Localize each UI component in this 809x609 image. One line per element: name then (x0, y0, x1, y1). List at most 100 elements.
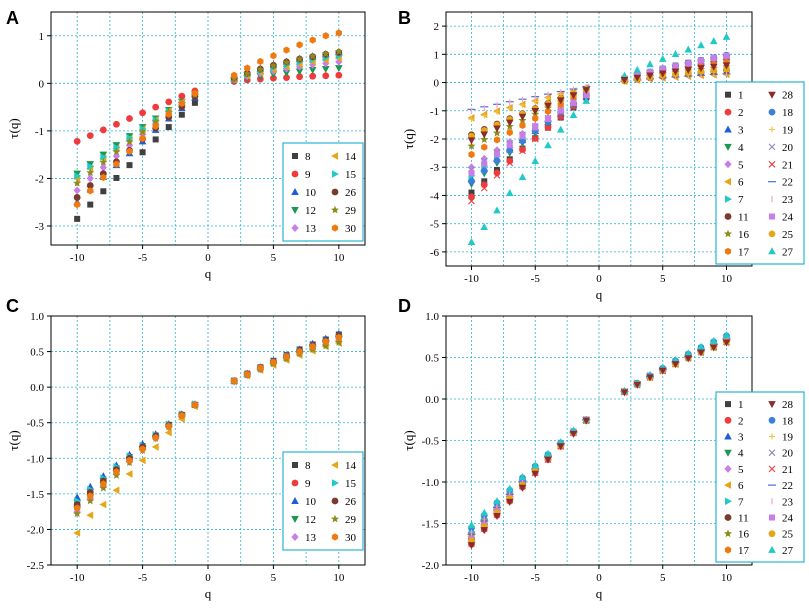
data-point-series-30 (87, 187, 94, 195)
data-point-series-27 (684, 349, 693, 357)
legend-label: 27 (782, 545, 794, 557)
legend-label: 5 (738, 464, 744, 476)
data-point-series-16 (493, 128, 501, 137)
data-point-series-14 (138, 456, 146, 465)
data-point-series-27 (556, 125, 565, 133)
data-point-series-9 (296, 73, 303, 81)
data-point-series-28 (633, 381, 642, 389)
legend-marker-18 (768, 416, 776, 424)
data-point-series-30 (139, 134, 146, 143)
data-point-series-30 (165, 422, 172, 430)
data-point-series-30 (178, 99, 185, 107)
data-point-series-27 (467, 238, 476, 246)
legend-label: 3 (738, 432, 744, 444)
data-point-series-28 (556, 97, 565, 105)
legend-marker-29 (331, 205, 339, 214)
data-point-series-27 (505, 484, 514, 492)
data-point-series-29 (282, 58, 291, 66)
y-tick-label: -1 (35, 126, 44, 138)
data-point-series-27 (531, 461, 540, 469)
data-point-series-12 (295, 68, 304, 76)
data-point-series-29 (151, 117, 160, 126)
legend-label: 30 (345, 223, 357, 235)
x-tick-label: -10 (70, 572, 85, 584)
data-point-series-30 (191, 89, 199, 97)
y-tick-label: -0.5 (27, 418, 45, 430)
legend-marker-14 (331, 461, 338, 469)
data-point-series-24 (545, 115, 551, 122)
data-point-series-2 (493, 169, 501, 177)
legend-label: 21 (782, 464, 793, 476)
grid (446, 316, 752, 565)
legend-label: 4 (738, 142, 744, 154)
data-point-series-28 (633, 74, 642, 82)
data-point-series-24 (468, 169, 475, 176)
data-point-series-17 (544, 107, 552, 115)
legend-marker-17 (724, 247, 732, 255)
data-point-series-27 (467, 521, 476, 529)
data-point-series-9 (139, 109, 146, 117)
data-point-series-24 (557, 107, 564, 114)
data-point-series-8 (178, 111, 185, 118)
legend-marker-29 (331, 514, 339, 523)
legend-label: 10 (305, 187, 317, 199)
data-point-series-27 (544, 141, 552, 149)
y-tick-label: -1.5 (422, 519, 440, 531)
data-point-series-30 (296, 41, 303, 49)
legend-marker-11 (724, 213, 732, 220)
data-point-series-29 (99, 483, 108, 492)
data-point-series-27 (709, 37, 718, 45)
data-point-series-27 (671, 50, 680, 58)
legend-marker-26 (331, 188, 339, 196)
data-point-series-28 (518, 484, 527, 492)
data-point-series-29 (86, 496, 95, 505)
legend-marker-1 (725, 91, 731, 98)
data-point-series-30 (152, 122, 159, 130)
data-point-series-30 (165, 110, 172, 118)
data-point-series-28 (722, 62, 731, 70)
data-point-series-8 (126, 162, 133, 169)
data-point-series-30 (257, 57, 264, 66)
data-point-series-8 (165, 124, 172, 131)
data-point-series-27 (518, 473, 527, 481)
legend-marker-16 (724, 229, 732, 238)
legend-marker-10 (291, 188, 299, 195)
legend-marker-24 (769, 213, 775, 220)
data-point-series-24 (647, 69, 653, 76)
x-tick-label: 5 (271, 252, 277, 264)
legend-label: 10 (305, 496, 317, 508)
legend-label: 9 (305, 169, 311, 181)
legend-label: 11 (738, 212, 749, 224)
legend-marker-2 (724, 108, 732, 116)
legend-label: 2 (738, 107, 744, 119)
data-point-series-28 (709, 344, 718, 352)
data-point-series-24 (685, 60, 692, 67)
data-point-series-9 (99, 126, 107, 134)
legend-marker-28 (768, 91, 776, 99)
y-tick-label: 1 (39, 31, 45, 43)
legend-marker-19 (769, 433, 775, 440)
data-point-series-14 (73, 529, 81, 537)
data-point-series-29 (112, 147, 121, 156)
data-point-series-30 (244, 370, 251, 378)
legend-label: 4 (738, 448, 744, 460)
data-point-series-8 (191, 99, 198, 106)
data-point-series-15 (113, 143, 121, 152)
x-tick-label: 10 (721, 572, 733, 584)
data-point-series-28 (531, 108, 540, 116)
data-point-series-28 (620, 389, 629, 397)
data-point-series-8 (74, 215, 81, 222)
legend-marker-25 (768, 530, 776, 538)
y-tick-label: 0.5 (30, 347, 44, 359)
data-point-series-30 (309, 36, 316, 44)
data-point-series-30 (309, 342, 316, 351)
data-point-series-29 (243, 69, 252, 78)
legend-label: 13 (305, 532, 317, 544)
data-point-series-28 (544, 456, 552, 464)
x-tick-label: 10 (721, 273, 733, 285)
data-point-series-28 (493, 513, 501, 521)
data-point-series-28 (467, 137, 476, 145)
data-point-series-28 (658, 70, 667, 78)
legend-label: 29 (345, 205, 357, 217)
legend-label: 3 (738, 125, 744, 137)
